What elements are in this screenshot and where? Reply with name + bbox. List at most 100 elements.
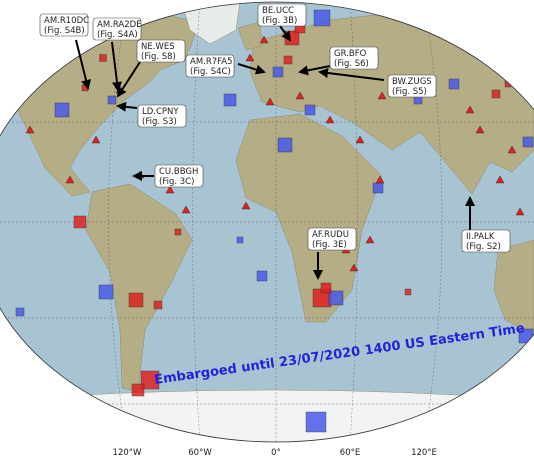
figure-ref: (Fig. S4C) (190, 67, 231, 77)
longitude-label: 60°W (188, 448, 212, 458)
marker-triangle (259, 35, 269, 44)
longitude-label: 60°E (340, 448, 360, 458)
label-box (136, 39, 186, 63)
longitude-label: 0° (271, 448, 281, 458)
label-box (461, 229, 511, 253)
figure-ref: (Fig. S3) (142, 117, 177, 127)
marker-square (128, 292, 144, 308)
marker-triangle (165, 185, 175, 194)
label-box (39, 13, 89, 37)
label-box (329, 46, 379, 70)
marker-triangle (91, 135, 101, 144)
marker-triangle (65, 175, 75, 184)
label-box (92, 17, 142, 41)
map-border (0, 1, 534, 443)
station-code: NE.WES (141, 42, 175, 52)
marker-square (153, 300, 163, 310)
marker-triangle (349, 263, 359, 272)
marker-triangle (375, 175, 385, 184)
marker-square (236, 236, 244, 244)
marker-square (2, 24, 10, 32)
marker-square (131, 383, 145, 397)
longitude-labels: 120°W 60°W 0° 60°E 120°E (113, 448, 437, 458)
marker-square (372, 182, 384, 194)
marker-square (328, 290, 344, 306)
marker-triangle (507, 145, 517, 154)
marker-square (441, 425, 459, 442)
marker-triangle (365, 235, 375, 244)
callout-arrow (116, 61, 141, 98)
marker-square (39, 48, 53, 62)
marker-triangle (181, 205, 191, 214)
marker-triangle (495, 175, 505, 184)
marker-square (98, 284, 114, 300)
station-code: CU.BBGH (159, 167, 198, 177)
figure-ref: (Fig. 3E) (312, 240, 347, 250)
marker-triangle (245, 53, 255, 62)
marker-square (313, 9, 331, 27)
marker-square (99, 54, 107, 62)
marker-square (277, 137, 293, 153)
marker-triangle (241, 201, 251, 210)
callout-arrow (279, 25, 292, 42)
figure-ref: (Fig. S8) (141, 52, 176, 62)
figure-ref: (Fig. S4B) (44, 26, 85, 36)
station-code: AM.R10DC (44, 16, 89, 26)
marker-square (107, 95, 117, 105)
marker-square (491, 89, 501, 99)
marker-triangle (475, 125, 485, 134)
marker-square (522, 136, 534, 148)
label-box (154, 164, 204, 188)
marker-square (8, 92, 20, 104)
marker-square (283, 55, 293, 65)
figure-ref: (Fig. S6) (334, 59, 369, 69)
label-box (137, 104, 187, 128)
station-code: GR.BFO (334, 49, 367, 59)
figure-ref: (Fig. S2) (466, 242, 501, 252)
marker-square (3, 95, 13, 105)
marker-square (272, 66, 284, 78)
marker-square (256, 270, 268, 282)
figure-ref: (Fig. S5) (392, 87, 427, 97)
marker-square (73, 215, 87, 229)
label-box (307, 227, 357, 251)
station-code: AM.R7FA5 (190, 57, 233, 67)
marker-square (320, 282, 332, 294)
station-code: LD.CPNY (142, 107, 179, 117)
marker-square (46, 36, 54, 44)
marker-triangle (355, 135, 365, 144)
label-box (185, 54, 235, 78)
marker-triangle (515, 207, 525, 216)
label-box (387, 74, 437, 98)
marker-square (448, 78, 460, 90)
marker-square (174, 228, 182, 236)
marker-triangle (35, 61, 45, 70)
marker-square (305, 411, 327, 433)
station-code: BE.UCC (262, 6, 294, 16)
callout-arrow (318, 68, 385, 81)
map-body (0, 2, 534, 442)
marker-triangle (377, 91, 387, 100)
marker-triangle (25, 125, 35, 134)
longitude-label: 120°E (411, 448, 437, 458)
callout-arrow (111, 41, 122, 92)
callout-arrow (237, 63, 266, 75)
callout-arrow (75, 39, 91, 90)
figure-ref: (Fig. 3B) (262, 16, 297, 26)
marker-triangle (465, 105, 475, 114)
marker-square (15, 307, 25, 317)
station-labels: AM.R10DC(Fig. S4B) AM.RA2DE(Fig. S4A)NE.W… (39, 3, 511, 280)
marker-triangle (265, 97, 275, 106)
marker-square (140, 370, 160, 390)
station-code: BW.ZUGS (392, 77, 432, 87)
station-code: AM.RA2DE (97, 20, 142, 30)
figure-ref: (Fig. 3C) (159, 177, 194, 187)
callout-arrow (116, 101, 138, 112)
marker-square (223, 93, 237, 107)
label-box (257, 3, 307, 27)
figure-ref: (Fig. S4A) (97, 30, 138, 40)
marker-square (54, 102, 70, 118)
callout-arrow (298, 65, 331, 76)
marker-triangle (295, 91, 305, 100)
